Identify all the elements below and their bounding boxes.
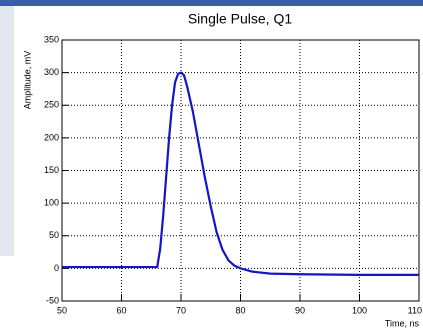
x-axis-label: Time, ns xyxy=(385,318,420,328)
x-tick-label: 90 xyxy=(295,305,305,315)
y-tick-label: 250 xyxy=(44,100,59,110)
x-tick-label: 50 xyxy=(57,305,67,315)
side-panel xyxy=(0,6,14,256)
chart-title: Single Pulse, Q1 xyxy=(188,11,292,27)
x-tick-label: 80 xyxy=(235,305,245,315)
data-line xyxy=(62,71,419,276)
x-tick-label: 70 xyxy=(176,305,186,315)
x-tick-label: 100 xyxy=(352,305,367,315)
y-tick-label: -50 xyxy=(46,295,59,305)
y-axis-label: Amplitude, mV xyxy=(22,51,32,110)
y-tick-label: 100 xyxy=(44,198,59,208)
top-bar xyxy=(0,0,423,6)
y-tick-label: 300 xyxy=(44,67,59,77)
y-tick-label: 50 xyxy=(49,230,59,240)
y-tick-label: 200 xyxy=(44,132,59,142)
x-tick-label: 60 xyxy=(116,305,126,315)
x-tick-label: 110 xyxy=(408,305,422,315)
y-tick-label: 150 xyxy=(44,165,59,175)
y-tick-label: 350 xyxy=(44,34,59,44)
y-tick-label: 0 xyxy=(54,263,59,273)
